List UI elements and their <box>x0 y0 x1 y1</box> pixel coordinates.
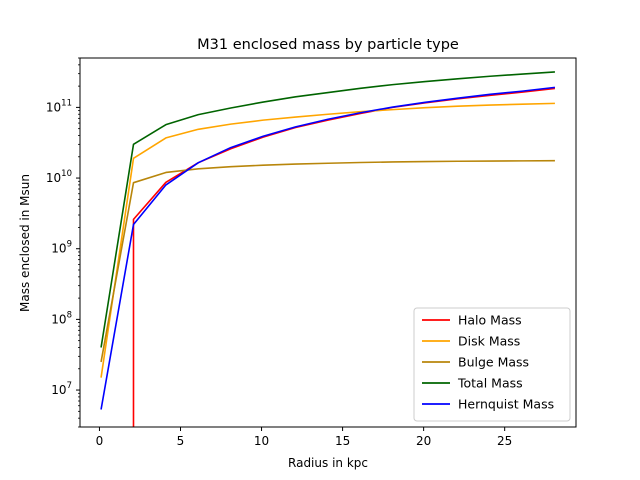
series-line-disk-mass <box>100 102 555 378</box>
legend-entry: Total Mass <box>457 376 523 391</box>
legend-entry: Disk Mass <box>458 334 520 349</box>
y-tick-label: 108 <box>51 310 72 326</box>
legend-entry: Bulge Mass <box>458 355 529 370</box>
plot-frame <box>79 57 577 428</box>
legend-entry: Halo Mass <box>458 313 522 328</box>
x-tick-label: 20 <box>416 434 431 448</box>
series-line-hernquist-mass <box>100 86 556 410</box>
x-axis: 0 5 10 15 20 25 <box>96 427 512 448</box>
series-line-total-mass <box>100 71 555 348</box>
x-tick-label: 10 <box>254 434 269 448</box>
x-tick-label: 15 <box>335 434 350 448</box>
series-line-halo-mass <box>132 87 556 427</box>
chart-title: M31 enclosed mass by particle type <box>197 37 459 53</box>
y-tick-label: 1011 <box>46 98 72 114</box>
x-tick-label: 5 <box>177 434 185 448</box>
legend-entry: Hernquist Mass <box>458 397 554 412</box>
y-tick-label: 107 <box>51 381 72 397</box>
y-axis-label: Mass enclosed in Msun <box>18 174 32 312</box>
series-line-bulge-mass <box>100 159 555 363</box>
x-axis-label: Radius in kpc <box>288 456 368 470</box>
y-tick-label: 1010 <box>46 169 72 185</box>
x-tick-label: 0 <box>96 434 104 448</box>
series-layer <box>100 71 556 427</box>
y-tick-label: 109 <box>51 240 72 256</box>
y-axis: 107 108 109 1010 1011 <box>46 57 80 428</box>
legend-box <box>413 307 571 422</box>
x-tick-label: 25 <box>497 434 512 448</box>
legend: Halo Mass Disk Mass Bulge Mass Total Mass He… <box>413 307 571 422</box>
